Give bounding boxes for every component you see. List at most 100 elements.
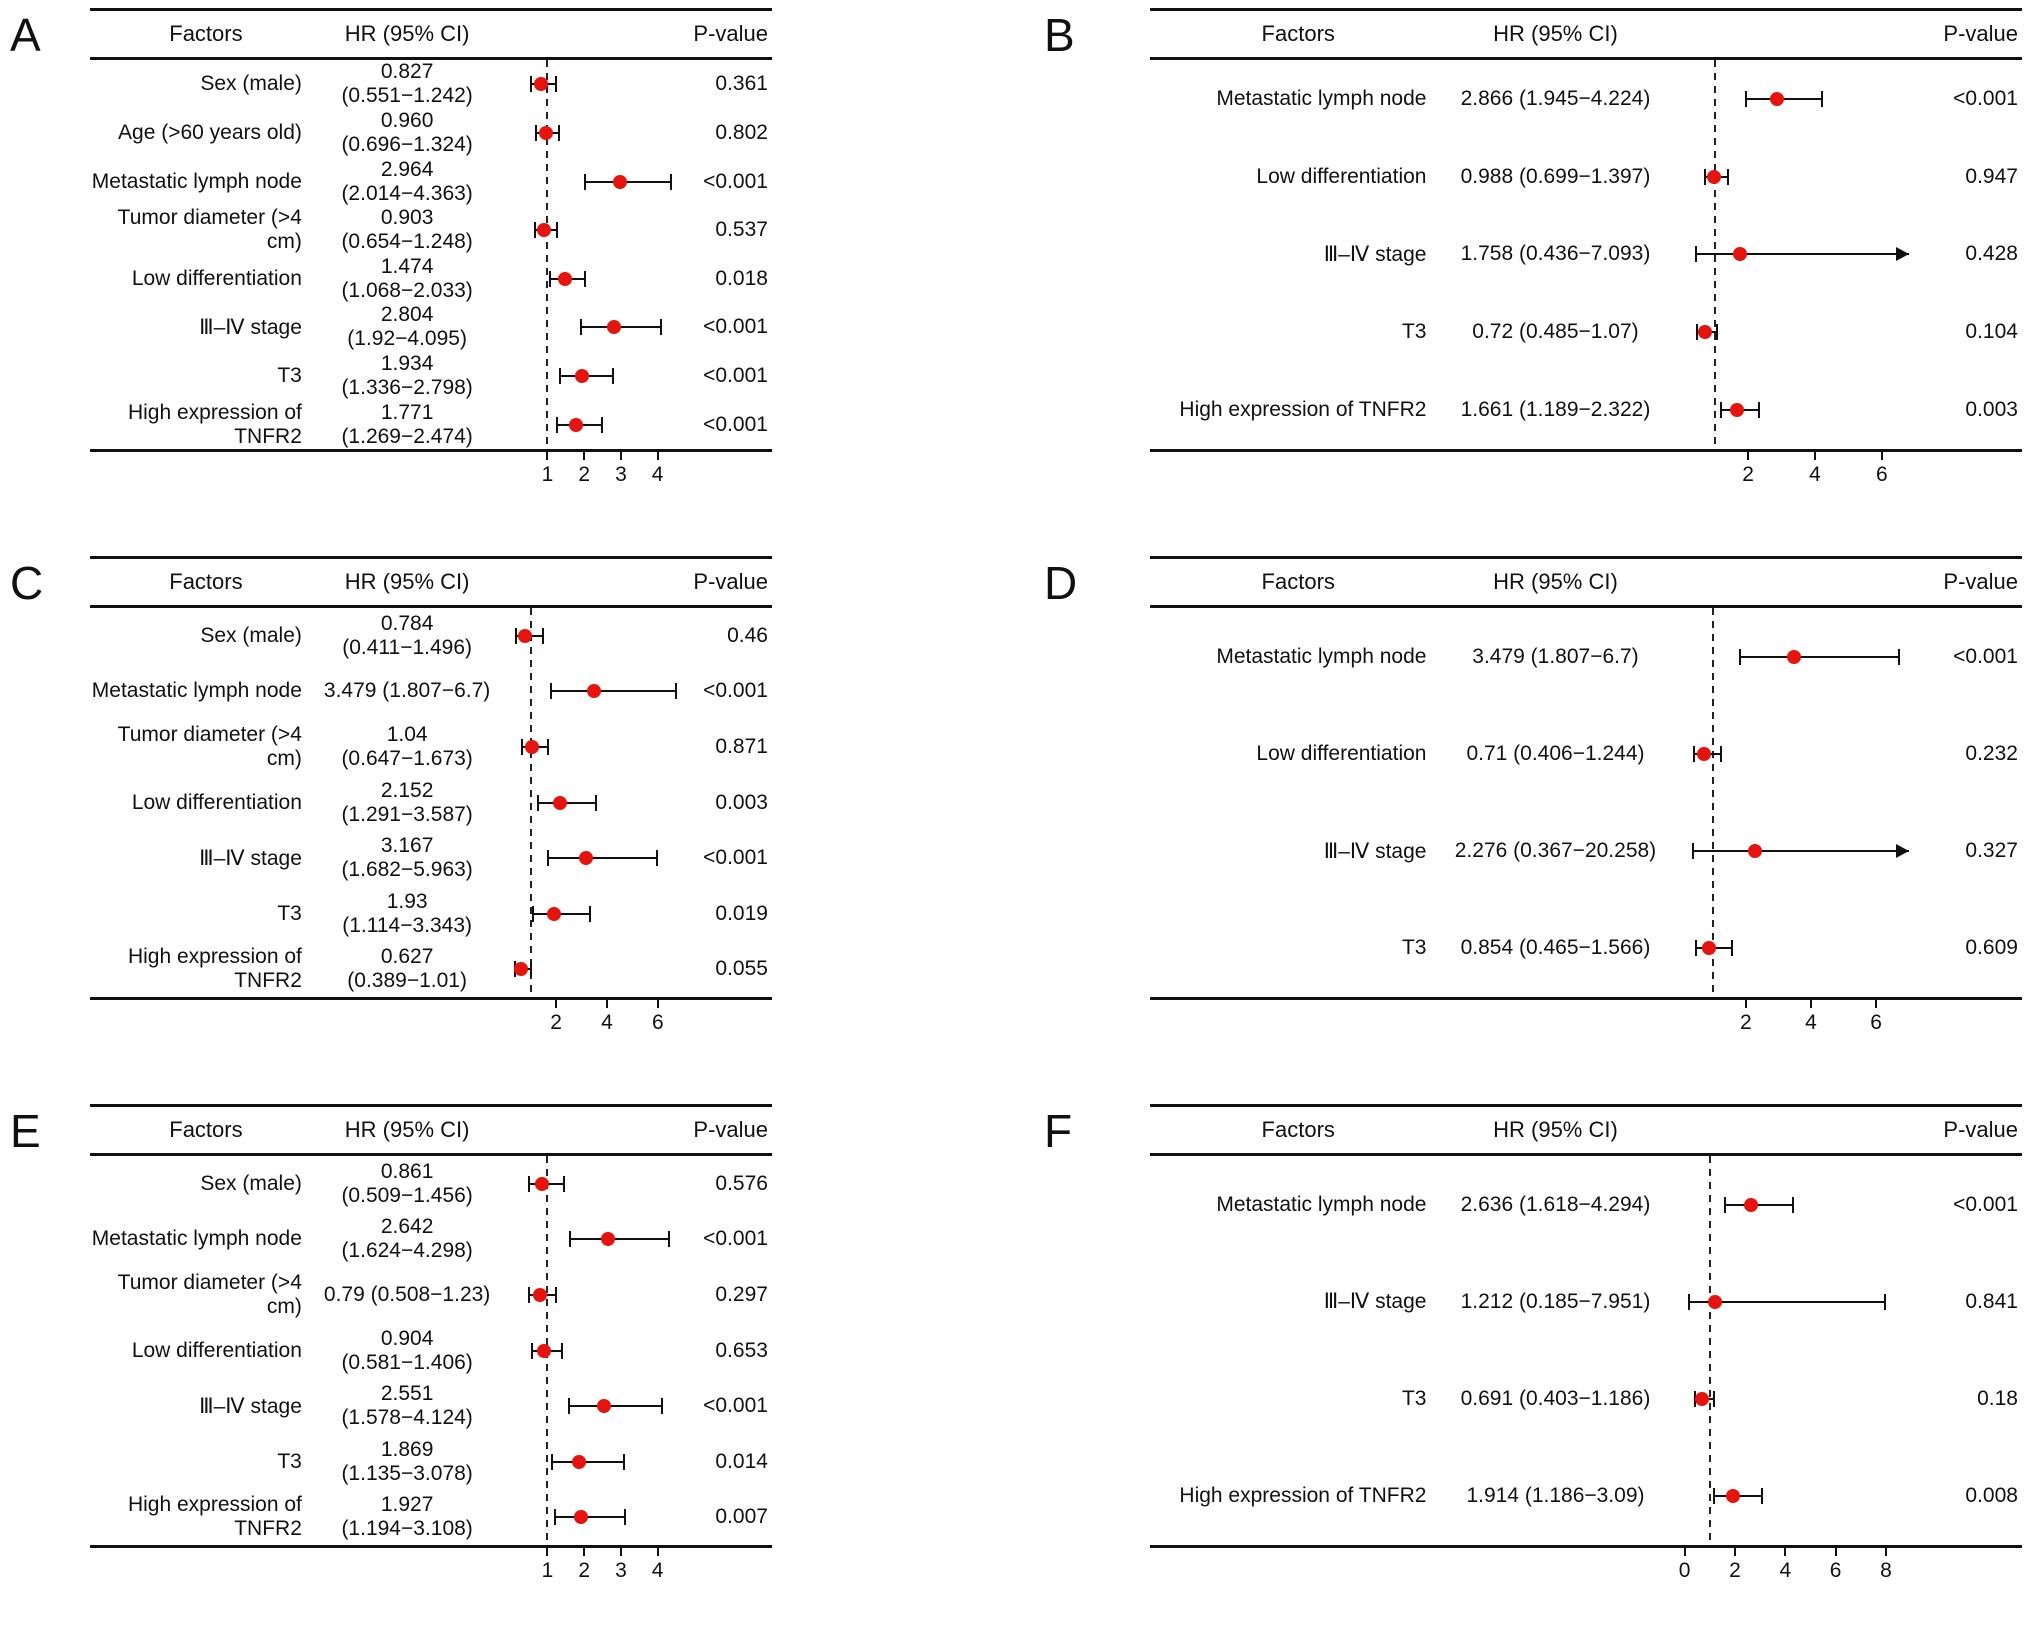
ci-line: [1689, 1300, 1885, 1303]
ci-cap-left: [583, 173, 586, 190]
hr-ci-label: 1.927 (1.194−3.108): [341, 1493, 473, 1541]
factor-label: T3: [277, 901, 302, 925]
forest-panel: C Factors HR (95% CI) P-value Sex (male)…: [0, 548, 1016, 1096]
forest-panel: E Factors HR (95% CI) P-value Sex (male)…: [0, 1096, 1016, 1644]
p-value: 0.428: [1965, 242, 2018, 266]
p-value: <0.001: [703, 412, 768, 436]
hr-point: [606, 320, 621, 335]
ci-cap-right: [589, 905, 592, 922]
hr-ci-label: 0.827 (0.551−1.242): [341, 60, 473, 108]
factor-label: Low differentiation: [131, 790, 302, 814]
panel-body: Factors HR (95% CI) P-value Sex (male) 0.…: [90, 556, 772, 1096]
ci-cap-right: [1713, 1391, 1716, 1408]
ci-cap-right: [1730, 940, 1733, 957]
rows: Sex (male) 0.861 (0.509−1.456) 0.576 Metast…: [90, 1156, 772, 1545]
header-rule: [90, 57, 772, 60]
ci-cap-left: [558, 368, 561, 385]
top-rule: [1150, 1104, 2022, 1107]
ci-cap-left: [551, 1453, 554, 1470]
hr-ci-label: 0.784 (0.411−1.496): [342, 611, 473, 659]
hr-point: [524, 739, 539, 754]
hr-point: [534, 77, 549, 92]
hr-point: [535, 1176, 550, 1191]
axis-tick: [1744, 1000, 1747, 1008]
p-value: <0.001: [703, 1227, 768, 1251]
ci-line: [1746, 97, 1823, 100]
factor-label: Metastatic lymph node: [91, 169, 302, 193]
ci-cap-right: [555, 76, 558, 93]
hr-point: [536, 223, 551, 238]
p-value: <0.001: [1953, 1192, 2018, 1216]
forest-panel: F Factors HR (95% CI) P-value Metastatic…: [1016, 1096, 2032, 1644]
forest-row: Ⅲ–Ⅳ stage 2.276 (0.367−20.258) 0.327: [1150, 803, 2022, 900]
p-value: 0.327: [1965, 839, 2018, 863]
ci-plot: [492, 608, 683, 664]
hr-point: [518, 628, 533, 643]
hr-point: [1708, 1294, 1723, 1309]
axis-tick: [583, 1548, 586, 1556]
panel-body: Factors HR (95% CI) P-value Sex (male) 0.…: [90, 1104, 772, 1644]
axis-tick: [619, 1548, 622, 1556]
forest-row: Age (>60 years old) 0.960 (0.696−1.324) 0.…: [90, 109, 772, 158]
factor-label: High expression of TNFR2: [1179, 1484, 1427, 1508]
col-header-hr: HR (95% CI): [344, 21, 470, 46]
ci-plot: [1664, 803, 1909, 900]
axis-tick: [1683, 1548, 1686, 1556]
hr-point: [552, 795, 567, 810]
bottom-rule: [1150, 1545, 2022, 1548]
ci-plot: [492, 719, 683, 775]
forest-row: Sex (male) 0.861 (0.509−1.456) 0.576: [90, 1156, 772, 1212]
ci-cap-right: [622, 1453, 625, 1470]
factor-label: Sex (male): [200, 72, 302, 96]
col-header-pvalue: P-value: [693, 21, 768, 46]
header-rule: [90, 1153, 772, 1156]
axis-tick: [546, 452, 549, 460]
ci-line: [1725, 1203, 1793, 1206]
ci-cap-left: [1693, 1391, 1696, 1408]
axis-tick: [555, 1000, 558, 1008]
ci-cap-right: [1897, 648, 1900, 665]
axis-tick: [1834, 1548, 1837, 1556]
col-header-pvalue: P-value: [1943, 1117, 2018, 1142]
ci-plot: [492, 1434, 683, 1490]
hr-point: [557, 271, 572, 286]
hr-ci-label: 1.661 (1.189−2.322): [1460, 398, 1651, 422]
factor-label: High expression of TNFR2: [127, 1493, 302, 1541]
hr-ci-label: 1.771 (1.269−2.474): [341, 400, 473, 448]
p-value: <0.001: [703, 169, 768, 193]
forest-row: Metastatic lymph node 3.479 (1.807−6.7) <0…: [1150, 608, 2022, 705]
hr-ci-label: 3.479 (1.807−6.7): [1472, 644, 1639, 668]
ci-cap-left: [580, 319, 583, 336]
forest-row: Metastatic lymph node 2.866 (1.945−4.224)…: [1150, 60, 2022, 138]
axis-tick: [656, 1000, 659, 1008]
column-headers: Factors HR (95% CI) P-value: [1150, 11, 2022, 57]
p-value: 0.871: [715, 734, 768, 758]
hr-point: [1743, 1197, 1758, 1212]
ci-line: [552, 1460, 624, 1463]
axis-tick-label: 2: [550, 1011, 562, 1034]
ci-cap-left: [569, 1231, 572, 1248]
ci-plot: [492, 109, 683, 158]
axis-tick-label: 1: [541, 463, 554, 486]
ci-cap-left: [1688, 1293, 1691, 1310]
hr-point: [1698, 325, 1713, 340]
factor-label: Ⅲ–Ⅳ stage: [1323, 839, 1427, 863]
hr-ci-label: 3.479 (1.807−6.7): [323, 679, 491, 703]
factor-label: Low differentiation: [131, 1338, 302, 1362]
ci-cap-left: [514, 627, 517, 644]
hr-ci-label: 3.167 (1.682−5.963): [341, 834, 473, 882]
ci-cap-right: [558, 124, 561, 141]
ci-cap-right: [600, 416, 603, 433]
axis-tick: [1784, 1548, 1787, 1556]
panel-body: Factors HR (95% CI) P-value Sex (male) 0.…: [90, 8, 772, 548]
col-header-factors: Factors: [169, 21, 243, 46]
top-rule: [1150, 556, 2022, 559]
factor-label: Tumor diameter (>4 cm): [117, 206, 302, 254]
ci-cap-left: [548, 270, 551, 287]
ci-cap-right: [595, 794, 598, 811]
hr-point: [612, 174, 627, 189]
ci-cap-left: [553, 1509, 556, 1526]
forest-row: Ⅲ–Ⅳ stage 1.212 (0.185−7.951) 0.841: [1150, 1253, 2022, 1350]
bottom-rule: [1150, 997, 2022, 1000]
